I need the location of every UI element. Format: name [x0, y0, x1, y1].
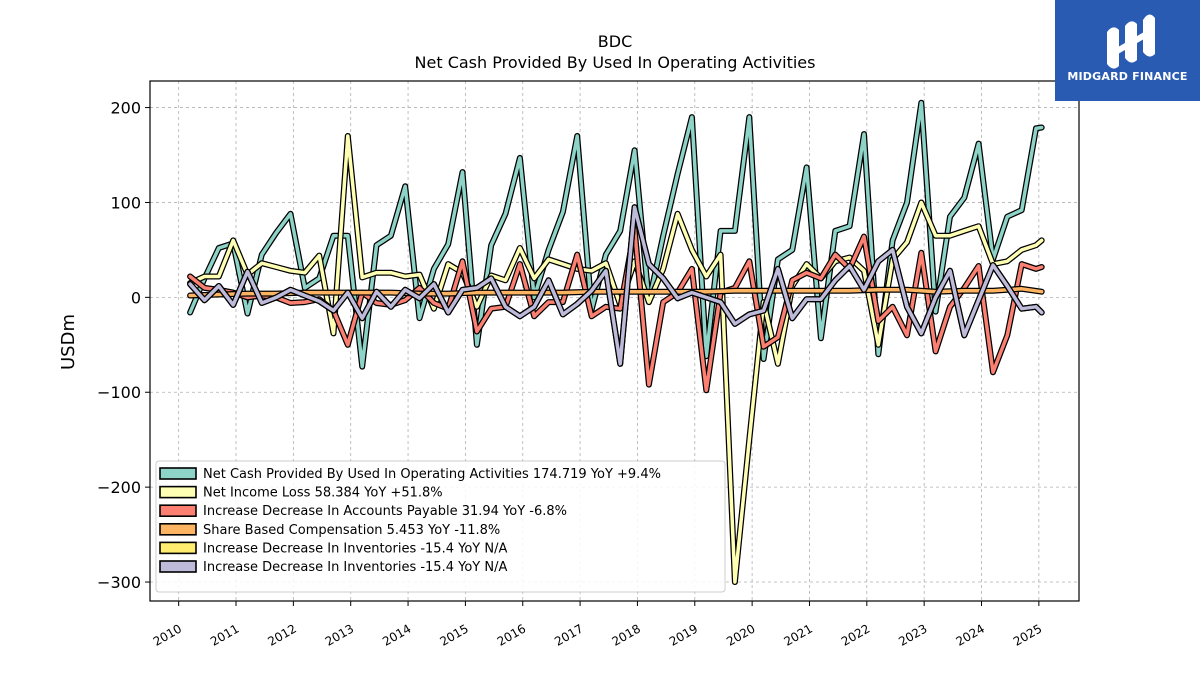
x-tick-label: 2018	[609, 621, 642, 648]
legend-label: Share Based Compensation 5.453 YoY -11.8…	[203, 523, 500, 538]
brand-name: MIDGARD FINANCE	[1067, 70, 1188, 83]
x-tick-label: 2021	[782, 621, 815, 648]
y-tick-label: 100	[110, 193, 141, 212]
x-tick-label: 2011	[208, 621, 241, 648]
brand-logo: MIDGARD FINANCE	[1055, 0, 1200, 101]
y-axis-label: USDm	[58, 314, 79, 370]
x-tick-label: 2023	[896, 621, 929, 648]
series-3	[187, 285, 1045, 299]
x-tick-label: 2016	[495, 621, 528, 648]
legend-swatch	[159, 541, 197, 555]
series-layer	[187, 99, 1045, 585]
legend-swatch	[159, 504, 197, 518]
x-tick-label: 2020	[724, 621, 757, 648]
series-0	[187, 99, 1045, 370]
x-tick-label: 2012	[265, 621, 298, 648]
x-tick-label: 2019	[667, 621, 700, 648]
x-tick-label: 2022	[839, 621, 872, 648]
y-tick-label: −100	[97, 383, 141, 402]
brand-logo-icon	[1107, 14, 1155, 69]
x-tick-label: 2015	[437, 621, 470, 648]
legend-label: Net Income Loss 58.384 YoY +51.8%	[203, 486, 443, 501]
series-line	[188, 101, 1044, 369]
chart-title: BDC	[598, 32, 632, 51]
plot-frame	[149, 80, 1080, 602]
x-tick-label: 2025	[1011, 621, 1044, 648]
y-tick-label: −300	[97, 573, 141, 592]
chart-subtitle: Net Cash Provided By Used In Operating A…	[415, 53, 816, 72]
legend-label: Increase Decrease In Accounts Payable 31…	[203, 504, 567, 519]
legend-swatch	[159, 522, 197, 536]
y-tick-label: 0	[131, 288, 141, 307]
legend-box	[155, 460, 726, 593]
y-tick-label: −200	[97, 478, 141, 497]
series-line	[188, 287, 1044, 298]
legend-swatch	[159, 485, 197, 499]
x-tick-label: 2010	[151, 621, 184, 648]
y-tick-label: 200	[110, 99, 141, 118]
legend: Net Cash Provided By Used In Operating A…	[155, 460, 726, 593]
series-5	[187, 204, 1045, 367]
legend-swatch	[159, 467, 197, 480]
series-line	[188, 205, 1044, 366]
legend-label: Increase Decrease In Inventories -15.4 Y…	[203, 541, 507, 556]
x-tick-label: 2017	[552, 621, 585, 648]
x-tick-label: 2024	[954, 621, 987, 648]
legend-label: Increase Decrease In Inventories -15.4 Y…	[203, 560, 507, 575]
legend-swatch	[159, 560, 197, 573]
x-tick-label: 2013	[323, 621, 356, 648]
legend-label: Net Cash Provided By Used In Operating A…	[203, 467, 661, 482]
x-tick-label: 2014	[380, 621, 413, 648]
